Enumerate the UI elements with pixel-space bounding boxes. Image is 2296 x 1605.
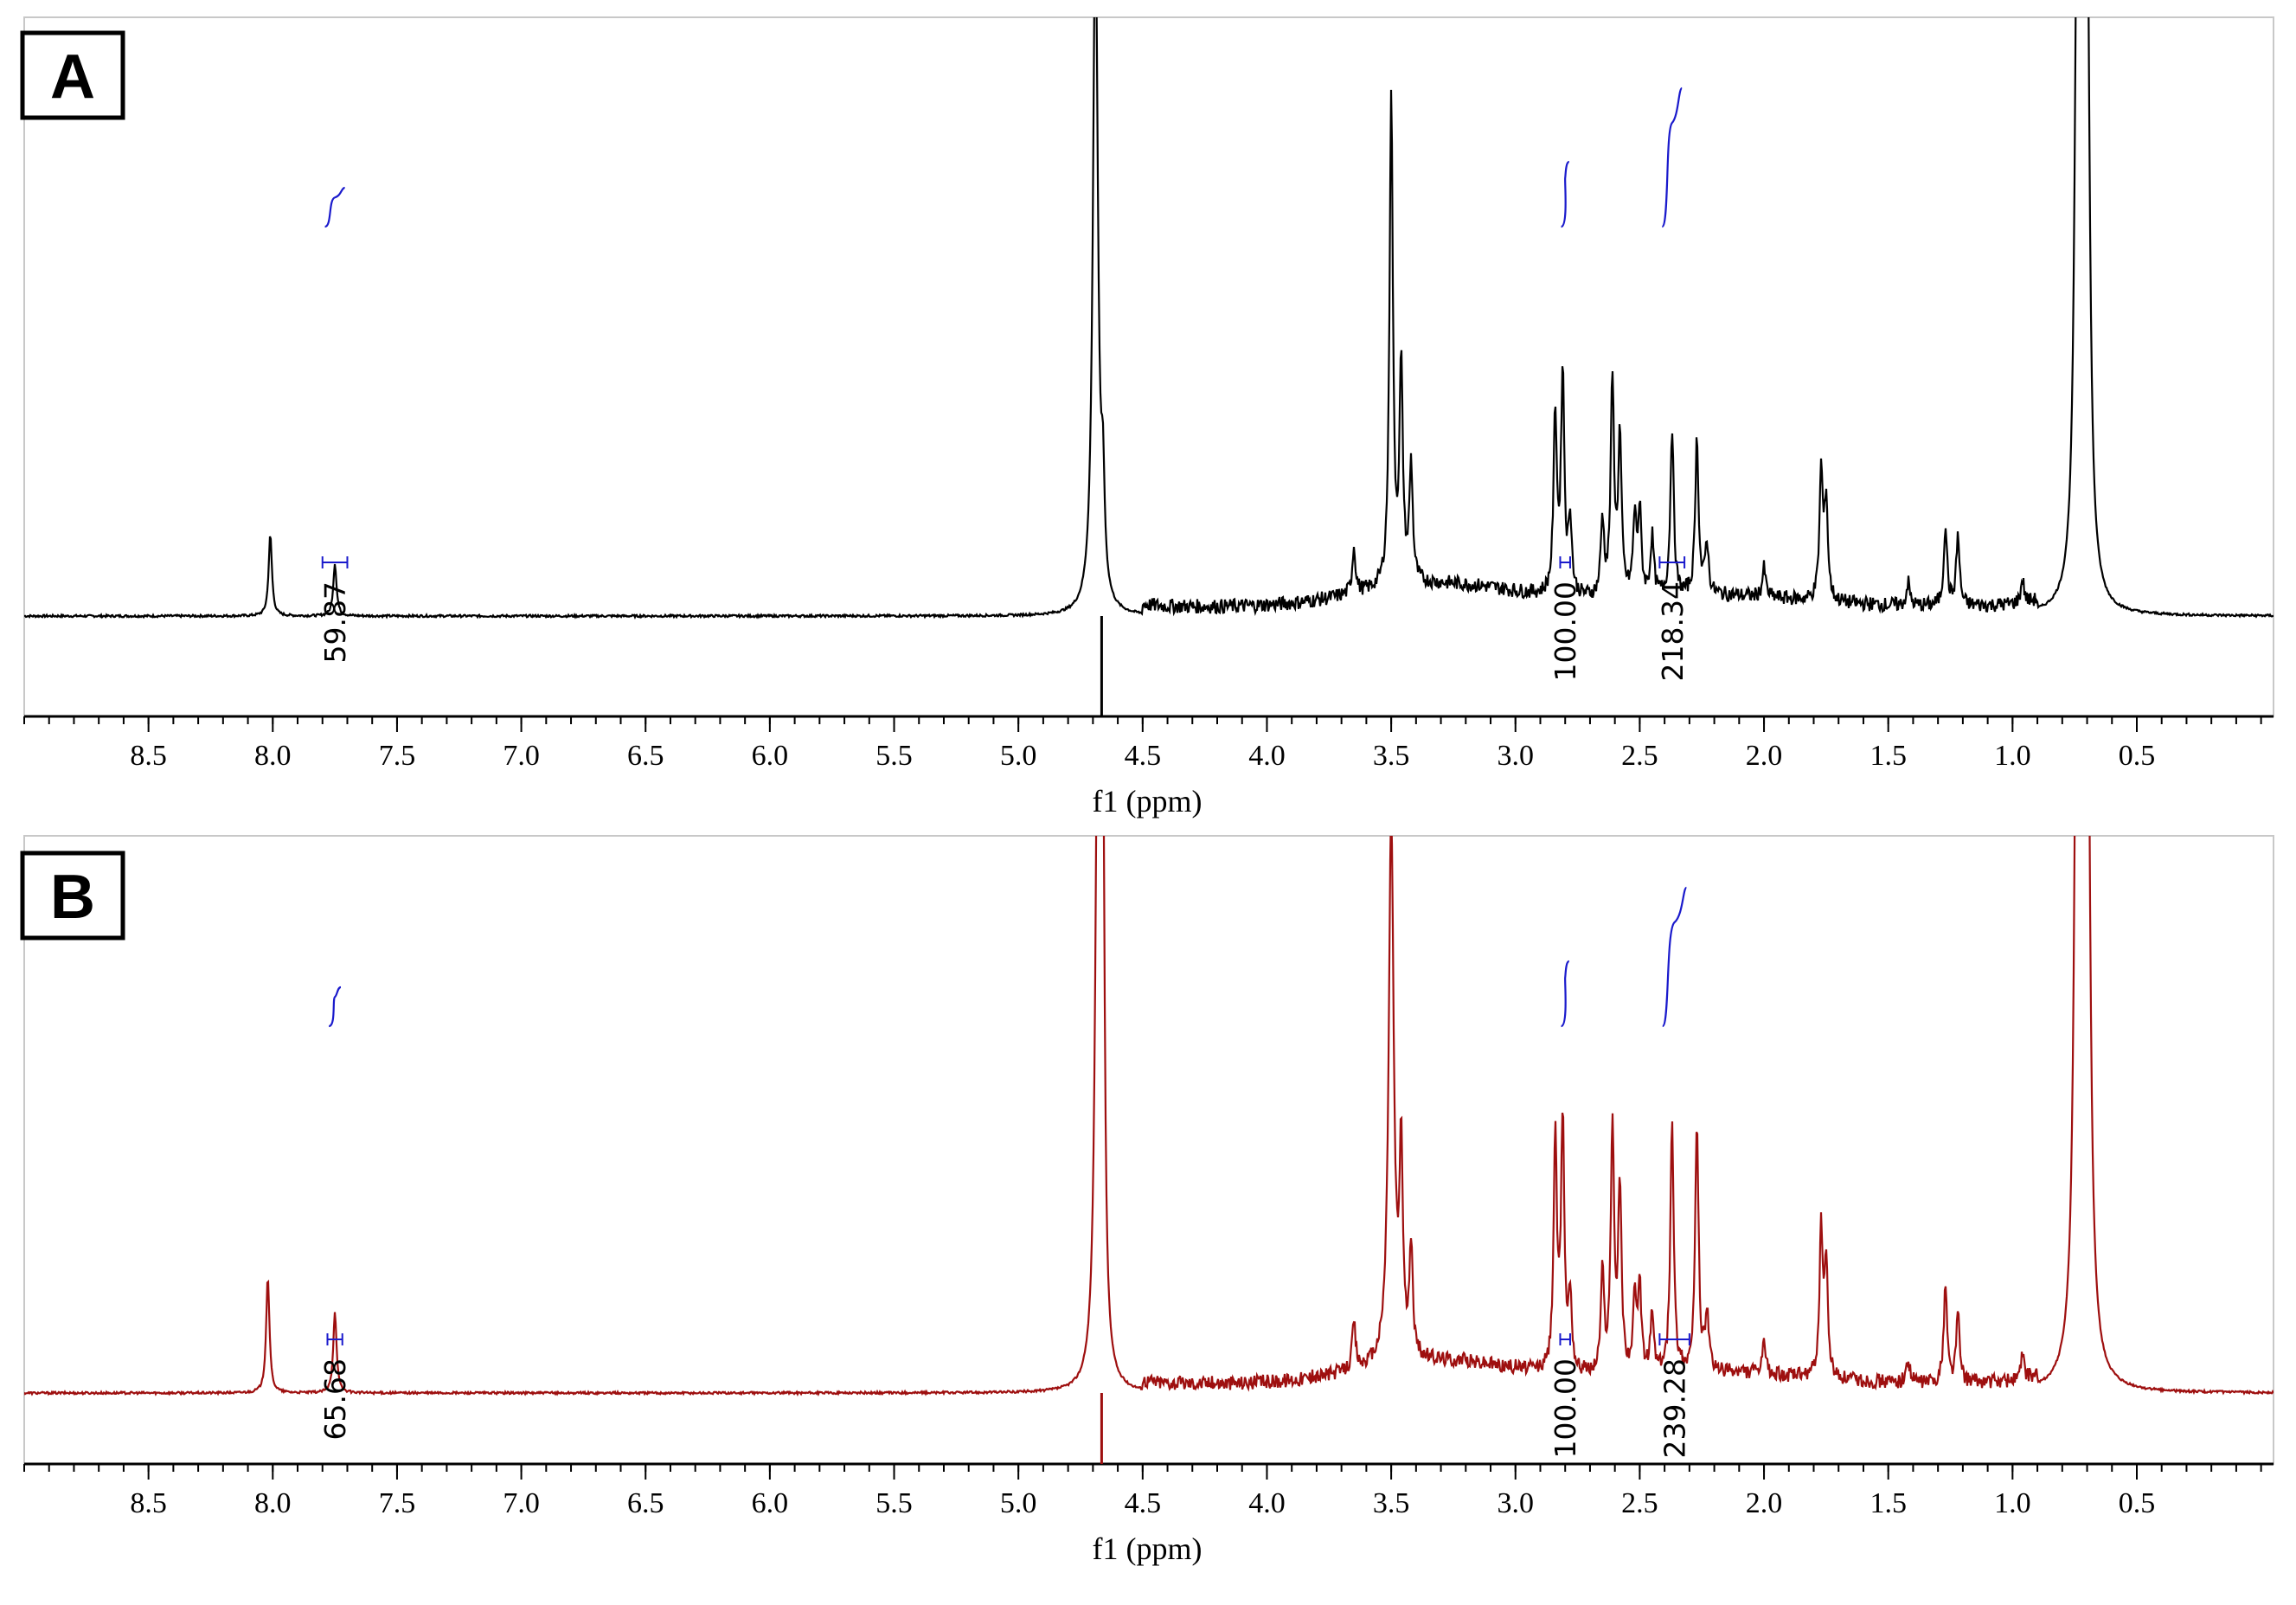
x-tick-label: 5.0 [1000, 1487, 1037, 1519]
x-tick-label: 7.5 [379, 1487, 416, 1519]
panel-b: 8.5 8.0 7.5 7.0 6.5 6.0 5.5 5.0 4.5 4.0 3.5 3.0 2.5 2… [20, 835, 2274, 1566]
x-tick-label: 3.5 [1373, 1487, 1410, 1519]
x-tick-label: 1.0 [1994, 1487, 2031, 1519]
x-tick-label: 6.0 [752, 740, 789, 772]
x-axis-title: f1 (ppm) [1093, 784, 1203, 819]
x-axis-title: f1 (ppm) [1093, 1531, 1203, 1566]
x-tick-label: 4.5 [1125, 1487, 1162, 1519]
integral-curve [324, 186, 345, 228]
x-tick-label: 5.5 [875, 740, 913, 772]
integral-value-label: 100.00 [1549, 1358, 1582, 1458]
panel-label-box [20, 30, 125, 120]
x-tick-label: 0.5 [2119, 740, 2156, 772]
x-tick-label: 1.5 [1870, 740, 1907, 772]
spectrum-trace [24, 17, 2274, 620]
x-tick-label: 8.0 [254, 1487, 292, 1519]
x-tick-label: 1.5 [1870, 1487, 1907, 1519]
x-tick-label: 6.5 [627, 1487, 664, 1519]
x-tick-label: 4.0 [1248, 1487, 1286, 1519]
integral-curve [1560, 160, 1570, 228]
integral-curve [328, 985, 342, 1028]
x-tick-label: 7.0 [503, 1487, 540, 1519]
integral-value-label: 65.68 [318, 1358, 352, 1440]
integral-region: 100.00 [1549, 960, 1582, 1458]
integral-region: 65.68 [318, 985, 352, 1440]
x-tick-label: 5.5 [875, 1487, 913, 1519]
integral-value-label: 59.87 [318, 581, 352, 663]
plot-frame [23, 16, 2274, 717]
x-tick-label: 3.5 [1373, 740, 1410, 772]
x-tick-label: 2.0 [1746, 740, 1783, 772]
x-tick-label: 4.0 [1248, 740, 1286, 772]
integral-region: 239.28 [1658, 886, 1692, 1458]
x-tick-label: 2.5 [1621, 1487, 1658, 1519]
integral-region: 59.87 [318, 186, 352, 663]
integral-curve [1661, 87, 1684, 228]
x-tick-label: 6.5 [627, 740, 664, 772]
x-tick-label: 0.5 [2119, 1487, 2156, 1519]
x-tick-label: 5.0 [1000, 740, 1037, 772]
panel-label-box [20, 851, 125, 941]
x-tick-label: 7.0 [503, 740, 540, 772]
x-tick-label: 8.5 [130, 1487, 167, 1519]
integral-curve [1560, 960, 1570, 1028]
x-tick-label: 3.0 [1498, 1487, 1535, 1519]
panel-a: 8.5 8.0 7.5 7.0 6.5 6.0 5.5 5.0 4.5 4.0 3.5 3.0 2.5 2… [20, 16, 2274, 819]
integral-region: 218.34 [1656, 87, 1690, 681]
x-tick-label: 1.0 [1994, 740, 2031, 772]
x-tick-label: 6.0 [752, 1487, 789, 1519]
x-tick-label: 4.5 [1125, 740, 1162, 772]
integral-region: 100.00 [1549, 160, 1582, 681]
integral-curve [1661, 886, 1688, 1028]
x-tick-label: 3.0 [1498, 740, 1535, 772]
x-tick-label: 7.5 [379, 740, 416, 772]
panel-label: A [50, 42, 95, 112]
integral-value-label: 100.00 [1549, 581, 1582, 681]
integral-value-label: 239.28 [1658, 1358, 1692, 1458]
panel-label: B [50, 863, 95, 932]
x-tick-label: 2.0 [1746, 1487, 1783, 1519]
x-tick-label: 8.5 [130, 740, 167, 772]
plot-frame [23, 835, 2274, 1465]
x-tick-label: 8.0 [254, 740, 292, 772]
spectrum-trace [24, 836, 2274, 1396]
integral-value-label: 218.34 [1656, 581, 1690, 681]
x-tick-label: 2.5 [1621, 740, 1658, 772]
